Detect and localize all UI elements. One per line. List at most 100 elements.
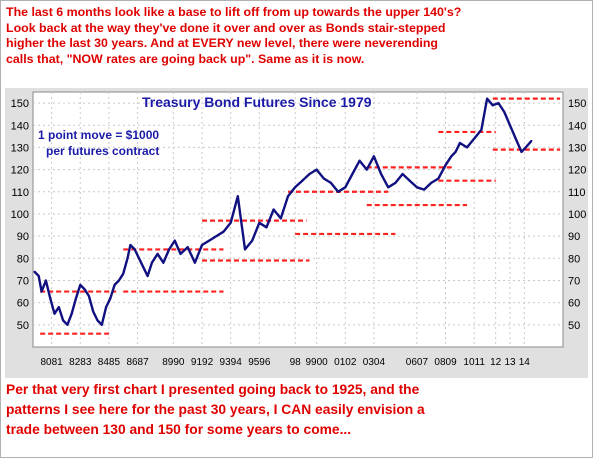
bottom-annotation: Per that very first chart I presented go… bbox=[6, 382, 425, 437]
y-tick-label-left: 110 bbox=[11, 187, 29, 199]
x-tick-label: 0607 bbox=[406, 357, 429, 368]
x-tick-label: 13 bbox=[504, 357, 516, 368]
chart-note-line-1: 1 point move = $1000 bbox=[38, 128, 159, 142]
y-axis-left: 50 60 70 80 90 100 110 120 130 140 150 bbox=[11, 98, 29, 332]
data-point bbox=[109, 297, 112, 300]
data-point bbox=[150, 261, 153, 264]
data-point bbox=[222, 230, 225, 233]
y-tick-label-right: 60 bbox=[568, 298, 580, 310]
y-tick-label-left: 150 bbox=[11, 98, 29, 110]
data-point bbox=[524, 146, 527, 149]
data-point bbox=[201, 244, 203, 246]
y-tick-label-right: 70 bbox=[568, 275, 580, 287]
x-tick-label: 8485 bbox=[98, 357, 121, 368]
support-resistance-levels bbox=[40, 97, 561, 335]
data-point bbox=[251, 239, 254, 242]
y-tick-label-left: 70 bbox=[17, 275, 29, 287]
x-tick-label: 0304 bbox=[363, 357, 386, 368]
y-axis-right: 50 60 70 80 90 100 110 120 130 140 150 bbox=[568, 98, 586, 332]
data-point bbox=[49, 297, 52, 300]
data-point bbox=[129, 244, 132, 246]
y-tick-label-right: 130 bbox=[568, 142, 586, 154]
y-tick-label-right: 50 bbox=[568, 320, 580, 332]
data-point bbox=[193, 261, 196, 264]
x-tick-label: 8990 bbox=[162, 357, 185, 368]
x-tick-label: 9596 bbox=[248, 357, 271, 368]
grid bbox=[33, 92, 563, 347]
x-tick-label: 1011 bbox=[463, 357, 485, 368]
data-point bbox=[401, 173, 404, 175]
y-tick-label-left: 140 bbox=[11, 120, 29, 132]
data-point bbox=[133, 248, 136, 251]
data-point bbox=[491, 104, 494, 107]
data-point bbox=[301, 179, 304, 182]
data-point bbox=[503, 111, 506, 113]
data-point bbox=[337, 190, 340, 193]
data-point bbox=[215, 235, 218, 238]
data-point bbox=[520, 150, 523, 153]
data-point bbox=[122, 272, 125, 275]
x-tick-label: 98 bbox=[290, 357, 302, 368]
x-tick-label: 8687 bbox=[126, 357, 149, 368]
y-tick-label-right: 100 bbox=[568, 209, 586, 221]
data-point bbox=[100, 323, 103, 326]
data-point bbox=[423, 188, 425, 191]
data-point bbox=[87, 295, 90, 297]
x-tick-label: 14 bbox=[519, 357, 531, 368]
top-annotation: The last 6 months look like a base to li… bbox=[6, 5, 462, 66]
data-point bbox=[454, 150, 457, 153]
data-point bbox=[330, 182, 332, 184]
data-point bbox=[308, 173, 311, 175]
y-tick-label-left: 80 bbox=[17, 253, 29, 265]
chart-title: Treasury Bond Futures Since 1979 bbox=[142, 94, 372, 110]
data-point bbox=[480, 128, 483, 131]
data-point bbox=[146, 275, 149, 277]
data-point bbox=[373, 155, 375, 158]
data-point bbox=[514, 137, 517, 140]
data-point bbox=[208, 239, 211, 242]
data-point bbox=[62, 319, 64, 322]
data-point bbox=[44, 279, 47, 282]
data-point bbox=[294, 186, 297, 189]
data-point bbox=[113, 284, 116, 286]
data-point bbox=[179, 252, 182, 255]
data-point bbox=[387, 186, 390, 189]
data-point bbox=[380, 173, 382, 175]
x-tick-label: 8283 bbox=[69, 357, 92, 368]
data-point bbox=[75, 297, 77, 300]
data-point bbox=[509, 124, 511, 127]
data-point bbox=[168, 248, 170, 251]
data-point bbox=[79, 284, 82, 286]
data-point bbox=[96, 319, 99, 322]
y-tick-label-left: 90 bbox=[17, 231, 29, 243]
x-tick-label: 9192 bbox=[191, 357, 214, 368]
data-point bbox=[322, 177, 325, 180]
data-point bbox=[466, 146, 468, 149]
y-tick-label-left: 100 bbox=[11, 209, 29, 221]
data-point bbox=[126, 257, 129, 260]
data-point bbox=[83, 288, 86, 291]
data-point bbox=[430, 182, 433, 184]
y-tick-label-left: 120 bbox=[11, 165, 29, 177]
plot-area bbox=[32, 91, 564, 348]
data-point bbox=[344, 186, 347, 189]
data-point bbox=[57, 306, 60, 308]
data-point bbox=[162, 261, 165, 264]
data-point bbox=[444, 164, 447, 167]
y-tick-label-right: 150 bbox=[568, 98, 586, 110]
y-tick-label-right: 120 bbox=[568, 165, 586, 177]
data-point bbox=[497, 102, 500, 104]
x-tick-label: 0102 bbox=[334, 357, 357, 368]
data-point bbox=[408, 179, 411, 182]
x-tick-label: 9900 bbox=[305, 357, 328, 368]
chart-note-line-2: per futures contract bbox=[46, 144, 159, 158]
data-point bbox=[92, 310, 95, 313]
x-tick-label: 8081 bbox=[40, 357, 63, 368]
data-point bbox=[40, 290, 43, 293]
data-point bbox=[437, 177, 440, 180]
data-point bbox=[173, 239, 176, 242]
data-point bbox=[272, 208, 275, 211]
data-point bbox=[156, 252, 159, 255]
data-point bbox=[315, 168, 318, 171]
data-point bbox=[244, 248, 246, 251]
